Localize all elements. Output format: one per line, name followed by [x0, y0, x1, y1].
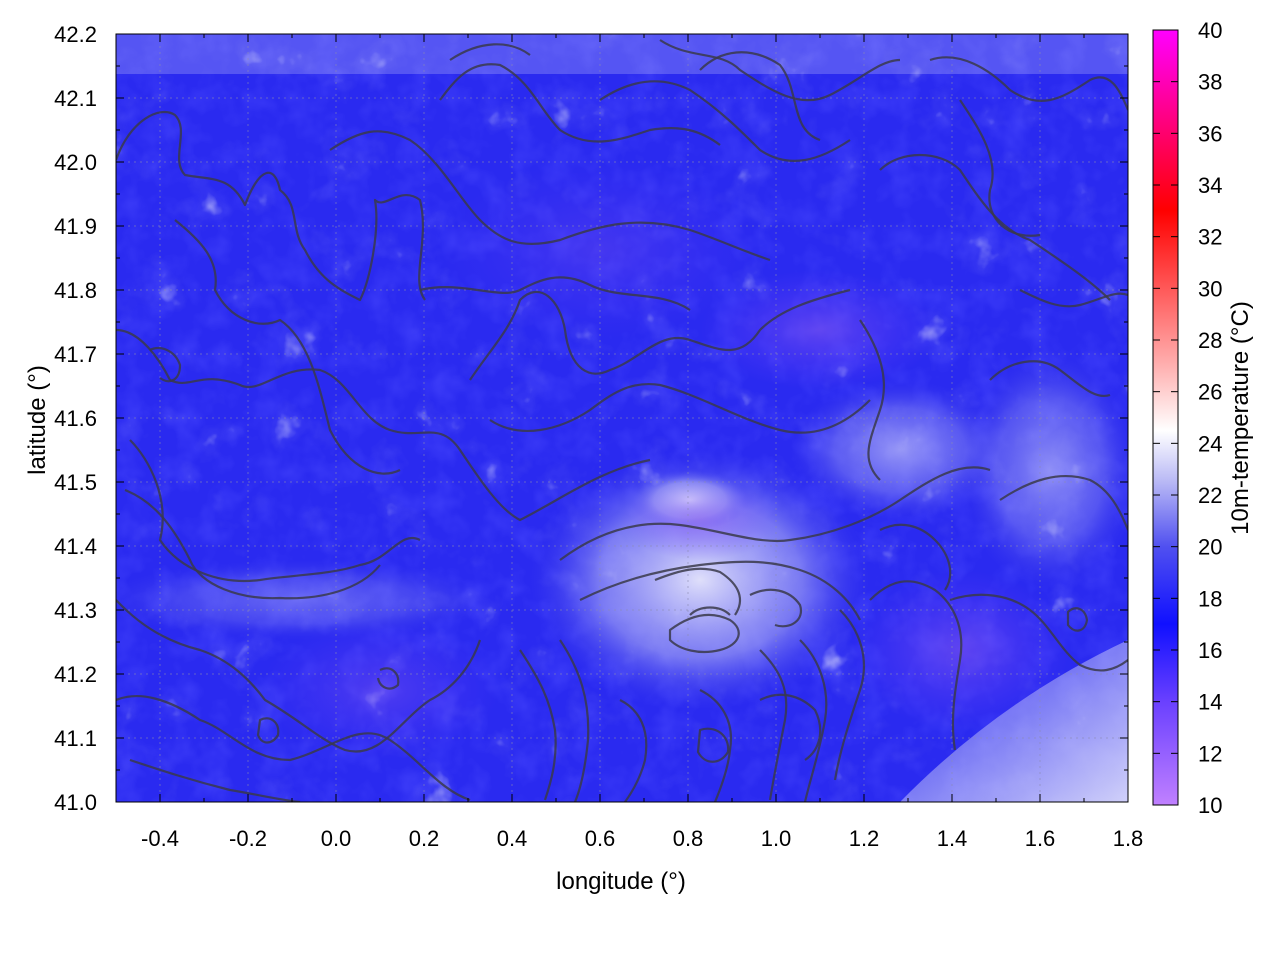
- y-tick-label: 41.1: [54, 726, 97, 751]
- x-tick-label: 0.4: [497, 826, 528, 851]
- y-tick-label: 41.7: [54, 342, 97, 367]
- y-axis: 41.0 41.1 41.2 41.3 41.4 41.5 41.6 41.7 41.8 41.9…: [54, 22, 1128, 815]
- colorbar-tick-label: 20: [1198, 535, 1222, 560]
- colorbar-bar: [1152, 29, 1179, 806]
- colorbar-tick-label: 24: [1198, 431, 1222, 456]
- x-tick-label: 0.2: [409, 826, 440, 851]
- y-axis-label: latitude (°): [24, 365, 51, 475]
- y-tick-label: 42.0: [54, 150, 97, 175]
- y-tick-label: 41.5: [54, 470, 97, 495]
- colorbar-tick-label: 16: [1198, 638, 1222, 663]
- contour-lines: [116, 39, 1128, 802]
- x-tick-label: -0.2: [229, 826, 267, 851]
- x-tick-label: -0.4: [141, 826, 179, 851]
- colorbar-ticks: 10 12 14 16 18 20 22 24 26 28 30 32 34 36 38 40: [1153, 18, 1222, 818]
- colorbar-tick-label: 34: [1198, 173, 1222, 198]
- colorbar-tick-label: 22: [1198, 483, 1222, 508]
- y-tick-label: 41.0: [54, 790, 97, 815]
- y-tick-label: 41.2: [54, 662, 97, 687]
- x-axis-label: longitude (°): [556, 868, 686, 895]
- colorbar-tick-label: 10: [1198, 793, 1222, 818]
- colorbar-label: 10m-temperature (°C): [1227, 301, 1254, 535]
- y-tick-label: 42.2: [54, 22, 97, 47]
- y-tick-label: 42.1: [54, 86, 97, 111]
- colorbar-tick-label: 38: [1198, 70, 1222, 95]
- colorbar-tick-label: 40: [1198, 18, 1222, 43]
- y-tick-label: 41.3: [54, 598, 97, 623]
- colorbar-tick-label: 12: [1198, 741, 1222, 766]
- x-axis: -0.4 -0.2 0.0 0.2 0.4 0.6 0.8 1.0 1.2 1.4 1.6 1.8: [115, 34, 1144, 851]
- x-tick-label: 1.8: [1113, 826, 1144, 851]
- x-tick-label: 0.0: [321, 826, 352, 851]
- y-tick-label: 41.8: [54, 278, 97, 303]
- colorbar-tick-label: 28: [1198, 328, 1222, 353]
- x-tick-label: 1.0: [761, 826, 792, 851]
- y-tick-label: 41.4: [54, 534, 97, 559]
- y-tick-label: 41.9: [54, 214, 97, 239]
- colorbar-tick-label: 26: [1198, 380, 1222, 405]
- colorbar-tick-label: 32: [1198, 225, 1222, 250]
- colorbar: 10 12 14 16 18 20 22 24 26 28 30 32 34 36 38 40 10m-tem…: [1152, 18, 1254, 818]
- colorbar-tick-label: 30: [1198, 276, 1222, 301]
- y-tick-label: 41.6: [54, 406, 97, 431]
- x-tick-label: 0.6: [585, 826, 616, 851]
- colorbar-tick-label: 18: [1198, 586, 1222, 611]
- colorbar-tick-label: 14: [1198, 690, 1222, 715]
- x-tick-label: 1.2: [849, 826, 880, 851]
- x-tick-label: 1.4: [937, 826, 968, 851]
- x-tick-label: 1.6: [1025, 826, 1056, 851]
- colorbar-tick-label: 36: [1198, 121, 1222, 146]
- x-tick-label: 0.8: [673, 826, 704, 851]
